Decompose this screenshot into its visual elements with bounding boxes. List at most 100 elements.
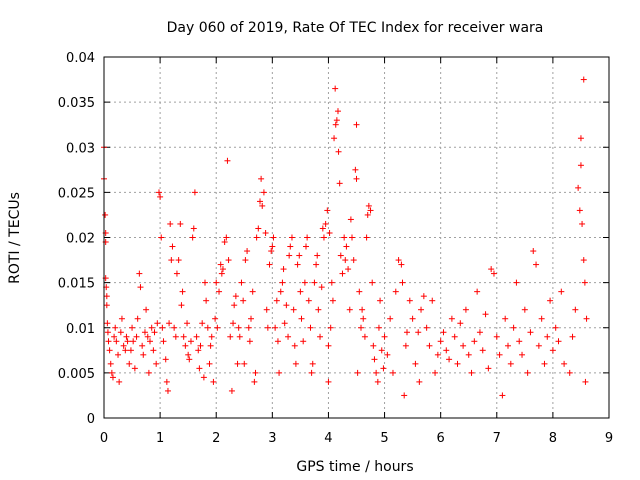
data-point xyxy=(342,257,349,264)
data-point xyxy=(259,202,266,209)
data-point xyxy=(332,121,339,128)
x-tick-label: 4 xyxy=(324,431,332,446)
data-point xyxy=(116,378,123,385)
data-point xyxy=(197,342,204,349)
y-axis-label: ROTI / TECUs xyxy=(7,192,23,284)
data-point xyxy=(549,347,556,354)
data-point xyxy=(364,211,371,218)
data-point xyxy=(268,248,275,255)
data-point xyxy=(224,157,231,164)
data-point xyxy=(245,324,252,331)
data-point xyxy=(129,324,136,331)
data-point xyxy=(225,257,232,264)
data-point xyxy=(214,324,221,331)
data-point xyxy=(124,338,131,345)
data-point xyxy=(287,243,294,250)
data-point xyxy=(401,392,408,399)
data-point xyxy=(496,351,503,358)
data-point xyxy=(482,311,489,318)
data-point xyxy=(485,365,492,372)
data-point xyxy=(203,297,210,304)
data-point xyxy=(334,108,341,115)
data-point xyxy=(104,329,111,336)
data-point xyxy=(207,342,214,349)
data-point xyxy=(535,342,542,349)
data-point xyxy=(260,189,267,196)
data-point xyxy=(221,239,228,246)
data-point xyxy=(244,248,251,255)
data-point xyxy=(286,252,293,259)
data-point xyxy=(462,306,469,313)
data-point xyxy=(333,117,340,124)
axis-ticks: 0 0.005 0.01 0.015 0.02 0.025 0.03 0.035 0.04 0 1 2… xyxy=(58,51,613,446)
x-tick-label: 1 xyxy=(156,431,164,446)
data-point xyxy=(216,288,223,295)
data-point xyxy=(347,216,354,223)
data-point xyxy=(576,207,583,214)
data-point xyxy=(108,369,115,376)
x-tick-label: 6 xyxy=(437,431,445,446)
data-point xyxy=(304,234,311,241)
data-point xyxy=(279,279,286,286)
data-point xyxy=(219,266,226,273)
data-point xyxy=(141,329,148,336)
data-point xyxy=(109,374,116,381)
data-point xyxy=(555,338,562,345)
data-point xyxy=(389,369,396,376)
data-point xyxy=(418,306,425,313)
data-point xyxy=(346,306,353,313)
data-point xyxy=(337,252,344,259)
data-point xyxy=(227,333,234,340)
data-point xyxy=(235,324,242,331)
data-point xyxy=(331,135,338,142)
data-point xyxy=(148,324,155,331)
data-point xyxy=(263,306,270,313)
data-point xyxy=(319,225,326,232)
data-point xyxy=(465,351,472,358)
data-point xyxy=(308,369,315,376)
data-point xyxy=(332,85,339,92)
data-point xyxy=(238,279,245,286)
data-point xyxy=(184,320,191,327)
data-point xyxy=(446,356,453,363)
data-point xyxy=(499,392,506,399)
y-tick-label: 0.02 xyxy=(66,232,95,247)
data-point xyxy=(349,234,356,241)
data-point xyxy=(365,202,372,209)
data-point xyxy=(115,351,122,358)
data-point xyxy=(102,211,109,218)
data-point xyxy=(144,333,151,340)
data-point xyxy=(490,270,497,277)
data-point xyxy=(521,306,528,313)
data-point xyxy=(527,329,534,336)
data-point xyxy=(377,297,384,304)
data-point xyxy=(175,257,182,264)
data-point xyxy=(150,347,157,354)
data-point xyxy=(172,333,179,340)
data-point xyxy=(361,333,368,340)
data-point xyxy=(313,261,320,268)
data-point xyxy=(378,347,385,354)
data-point xyxy=(318,284,325,291)
data-point xyxy=(583,315,590,322)
data-point xyxy=(352,166,359,173)
data-point xyxy=(387,315,394,322)
data-point xyxy=(328,279,335,286)
data-point xyxy=(151,329,158,336)
data-point xyxy=(370,342,377,349)
data-point xyxy=(519,351,526,358)
data-point xyxy=(363,234,370,241)
data-point xyxy=(468,369,475,376)
data-point xyxy=(353,121,360,128)
data-point xyxy=(231,302,238,309)
data-point xyxy=(103,302,110,309)
data-point xyxy=(443,347,450,354)
data-point xyxy=(276,369,283,376)
data-point xyxy=(210,378,217,385)
x-axis-label: GPS time / hours xyxy=(296,459,413,475)
data-point xyxy=(179,288,186,295)
data-series-roti xyxy=(101,76,590,399)
data-point xyxy=(103,293,110,300)
data-point xyxy=(581,279,588,286)
data-point xyxy=(415,329,422,336)
